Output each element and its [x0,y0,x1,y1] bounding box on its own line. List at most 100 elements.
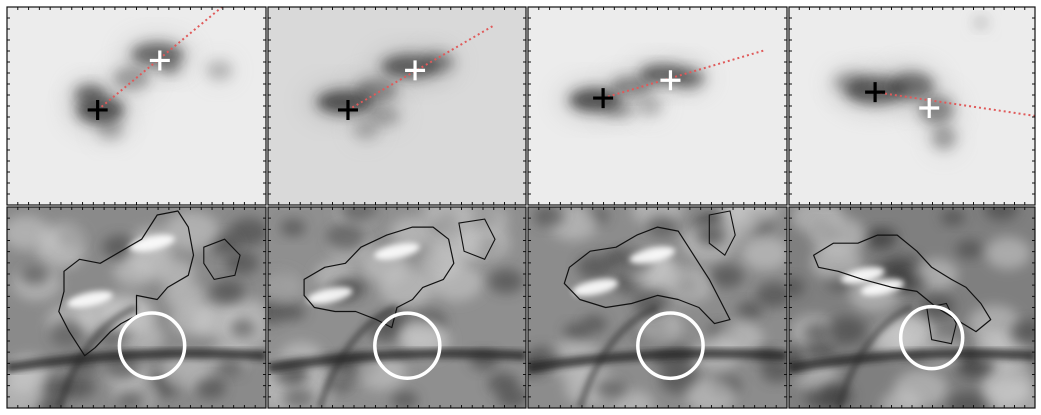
granule [736,301,764,319]
intensity-panel-2 [267,206,527,409]
granule [422,207,473,232]
flux-concentration [353,119,379,140]
region-circle [373,311,442,380]
axis-ticks [267,6,527,206]
granule [488,268,524,294]
region-circle [117,311,187,381]
granule [430,263,484,301]
granule [576,254,613,280]
flux-concentration [74,84,106,105]
granule [985,237,1031,270]
granule [355,353,407,390]
granule [229,218,266,246]
flux-concentration [355,78,397,103]
flux-concentration [97,119,124,140]
granule [154,259,196,288]
granule [940,209,965,226]
flux-concentration [973,16,989,29]
positive-centroid-marker [405,60,426,81]
positive-centroid-marker [919,97,940,118]
granule [41,222,86,255]
granule [596,378,626,399]
axis-ticks [6,6,267,206]
granule [646,215,677,237]
granule [633,292,669,317]
axis-ticks [527,206,788,409]
granule [216,358,244,377]
granule [789,277,805,298]
negative-centroid-marker [337,99,358,120]
dark-lane [576,304,659,408]
flux-concentration [603,102,635,118]
granule [685,377,737,408]
flux-contour [812,234,992,333]
granule [268,299,289,325]
bright-point [572,278,619,296]
granule [826,316,867,345]
granule [803,323,832,342]
granule [224,251,259,275]
intensity-panel-4 [788,206,1036,409]
granule [947,391,988,408]
flux-concentration [673,68,705,89]
flux-contour-small [926,302,957,345]
intensity-panel-1 [6,206,267,409]
positive-centroid-marker [660,70,681,91]
flux-contour [58,210,195,357]
bright-point [374,242,420,260]
granule [497,386,526,408]
axis-line [874,91,1035,117]
region-circle [898,304,965,371]
granule [49,320,87,347]
granule [326,224,366,252]
granule [581,315,608,333]
granule [391,391,419,408]
bright-point [841,267,885,284]
negative-centroid-marker [87,99,108,120]
intergranular-lane [528,348,787,373]
flux-concentration [833,72,868,93]
granule [755,281,787,308]
granule [741,236,787,270]
magnetogram-panel-2 [267,6,527,206]
granule [390,217,435,249]
axis-ticks [788,6,1036,206]
flux-contour-small [708,210,736,257]
granule [195,377,226,399]
granule [280,303,306,321]
granule [280,219,306,237]
granule [899,274,927,293]
granule [709,264,744,288]
intensity-panel-3 [527,206,788,409]
granule [210,280,245,304]
flux-concentration [931,125,957,150]
granule [1010,319,1035,343]
granule [230,319,256,336]
negative-centroid-marker [593,88,614,109]
bright-point [860,279,905,296]
panel-background [7,7,266,205]
flux-contour [563,226,731,325]
flux-contour [303,226,455,329]
negative-centroid-marker [865,82,886,103]
granule [533,207,565,228]
granule [163,281,206,311]
intergranular-lane [7,348,266,373]
granule [717,211,758,240]
flux-concentration [113,66,150,91]
granule [984,207,1019,221]
granule [268,270,301,302]
magnetogram-panel-4 [788,6,1036,206]
axis-line [347,23,496,111]
flux-contour-small [458,218,496,260]
flux-contour-small [203,238,241,281]
granule [115,391,145,408]
flux-concentration [422,52,454,73]
granule [865,230,893,249]
axis-ticks [788,206,1036,409]
positive-centroid-marker [149,50,170,71]
granule [398,319,442,350]
granule [983,376,1031,408]
